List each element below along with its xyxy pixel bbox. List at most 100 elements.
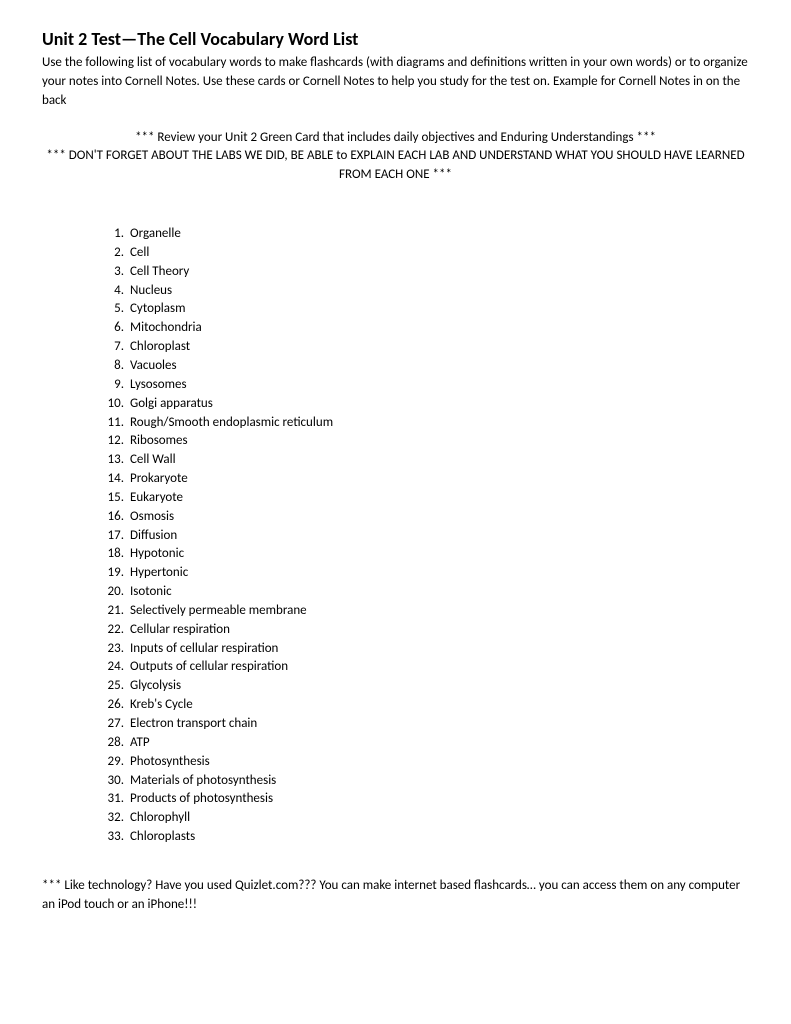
list-item: 13. Cell Wall — [100, 451, 749, 470]
list-item-text: Isotonic — [130, 583, 172, 602]
list-item-number: 14. — [100, 470, 124, 489]
list-item-number: 9. — [100, 376, 124, 395]
list-item-number: 5. — [100, 300, 124, 319]
list-item-number: 30. — [100, 772, 124, 791]
list-item-text: Osmosis — [130, 508, 174, 527]
list-item: 2. Cell — [100, 244, 749, 263]
list-item: 31. Products of photosynthesis — [100, 790, 749, 809]
list-item-number: 26. — [100, 696, 124, 715]
list-item-text: Products of photosynthesis — [130, 790, 273, 809]
list-item-number: 3. — [100, 263, 124, 282]
list-item: 25. Glycolysis — [100, 677, 749, 696]
list-item-text: Mitochondria — [130, 319, 202, 338]
list-item-text: Nucleus — [130, 282, 172, 301]
list-item-text: Chlorophyll — [130, 809, 190, 828]
list-item-text: Rough/Smooth endoplasmic reticulum — [130, 414, 333, 433]
list-item-text: Cell Wall — [130, 451, 176, 470]
list-item-number: 20. — [100, 583, 124, 602]
list-item-text: Cytoplasm — [130, 300, 185, 319]
list-item-text: Inputs of cellular respiration — [130, 640, 278, 659]
review-note: *** Review your Unit 2 Green Card that i… — [42, 129, 749, 148]
list-item: 19. Hypertonic — [100, 564, 749, 583]
list-item-number: 27. — [100, 715, 124, 734]
centered-notes: *** Review your Unit 2 Green Card that i… — [42, 129, 749, 186]
list-item-text: Organelle — [130, 225, 181, 244]
list-item-text: Eukaryote — [130, 489, 183, 508]
list-item: 17.Diffusion — [100, 527, 749, 546]
list-item: 10. Golgi apparatus — [100, 395, 749, 414]
list-item-text: Chloroplast — [130, 338, 190, 357]
list-item-number: 1. — [100, 225, 124, 244]
list-item: 23. Inputs of cellular respiration — [100, 640, 749, 659]
list-item: 4. Nucleus — [100, 282, 749, 301]
list-item: 18. Hypotonic — [100, 545, 749, 564]
list-item-number: 13. — [100, 451, 124, 470]
list-item: 16. Osmosis — [100, 508, 749, 527]
list-item-number: 11. — [100, 414, 124, 433]
list-item-text: Outputs of cellular respiration — [130, 658, 288, 677]
list-item: 27. Electron transport chain — [100, 715, 749, 734]
list-item-text: Glycolysis — [130, 677, 181, 696]
list-item: 30. Materials of photosynthesis — [100, 772, 749, 791]
list-item-text: Golgi apparatus — [130, 395, 213, 414]
list-item: 33. Chloroplasts — [100, 828, 749, 847]
list-item-text: Cell — [130, 244, 149, 263]
list-item: 12.Ribosomes — [100, 432, 749, 451]
list-item: 5. Cytoplasm — [100, 300, 749, 319]
list-item-number: 32. — [100, 809, 124, 828]
list-item-text: Selectively permeable membrane — [130, 602, 307, 621]
labs-note: *** DON'T FORGET ABOUT THE LABS WE DID, … — [42, 147, 749, 185]
list-item-text: Photosynthesis — [130, 753, 210, 772]
footer-note: *** Like technology? Have you used Quizl… — [42, 877, 749, 915]
list-item-number: 10. — [100, 395, 124, 414]
list-item: 21. Selectively permeable membrane — [100, 602, 749, 621]
list-item: 29. Photosynthesis — [100, 753, 749, 772]
list-item-text: Chloroplasts — [130, 828, 195, 847]
list-item-number: 22. — [100, 621, 124, 640]
list-item-text: Vacuoles — [130, 357, 177, 376]
list-item-text: ATP — [130, 734, 150, 753]
list-item-number: 25. — [100, 677, 124, 696]
list-item-number: 16. — [100, 508, 124, 527]
list-item: 11. Rough/Smooth endoplasmic reticulum — [100, 414, 749, 433]
list-item-text: Cellular respiration — [130, 621, 230, 640]
page-title: Unit 2 Test—The Cell Vocabulary Word Lis… — [42, 28, 749, 50]
vocab-list: 1.Organelle2.Cell3.Cell Theory4.Nucleus5… — [100, 225, 749, 847]
intro-paragraph: Use the following list of vocabulary wor… — [42, 54, 749, 111]
list-item: 22. Cellular respiration — [100, 621, 749, 640]
list-item: 3.Cell Theory — [100, 263, 749, 282]
list-item-text: Lysosomes — [130, 376, 187, 395]
list-item-number: 23. — [100, 640, 124, 659]
list-item: 1. Organelle — [100, 225, 749, 244]
list-item: 26. Kreb's Cycle — [100, 696, 749, 715]
list-item: 15. Eukaryote — [100, 489, 749, 508]
list-item-number: 12. — [100, 432, 124, 451]
list-item-number: 19. — [100, 564, 124, 583]
list-item-number: 21. — [100, 602, 124, 621]
list-item-number: 18. — [100, 545, 124, 564]
list-item-number: 15. — [100, 489, 124, 508]
list-item: 6. Mitochondria — [100, 319, 749, 338]
list-item: 20. Isotonic — [100, 583, 749, 602]
list-item-number: 2. — [100, 244, 124, 263]
list-item: 8. Vacuoles — [100, 357, 749, 376]
list-item-number: 7. — [100, 338, 124, 357]
list-item-number: 8. — [100, 357, 124, 376]
list-item-text: Diffusion — [130, 527, 177, 546]
list-item-text: Materials of photosynthesis — [130, 772, 276, 791]
list-item: 28.ATP — [100, 734, 749, 753]
list-item: 7. Chloroplast — [100, 338, 749, 357]
list-item-number: 24. — [100, 658, 124, 677]
list-item-number: 31. — [100, 790, 124, 809]
list-item-number: 33. — [100, 828, 124, 847]
list-item-number: 4. — [100, 282, 124, 301]
list-item: 24. Outputs of cellular respiration — [100, 658, 749, 677]
list-item-number: 29. — [100, 753, 124, 772]
list-item-text: Hypotonic — [130, 545, 184, 564]
list-item-text: Kreb's Cycle — [130, 696, 193, 715]
list-item: 9. Lysosomes — [100, 376, 749, 395]
list-item-text: Hypertonic — [130, 564, 188, 583]
list-item-text: Electron transport chain — [130, 715, 257, 734]
list-item: 32. Chlorophyll — [100, 809, 749, 828]
list-item-number: 6. — [100, 319, 124, 338]
